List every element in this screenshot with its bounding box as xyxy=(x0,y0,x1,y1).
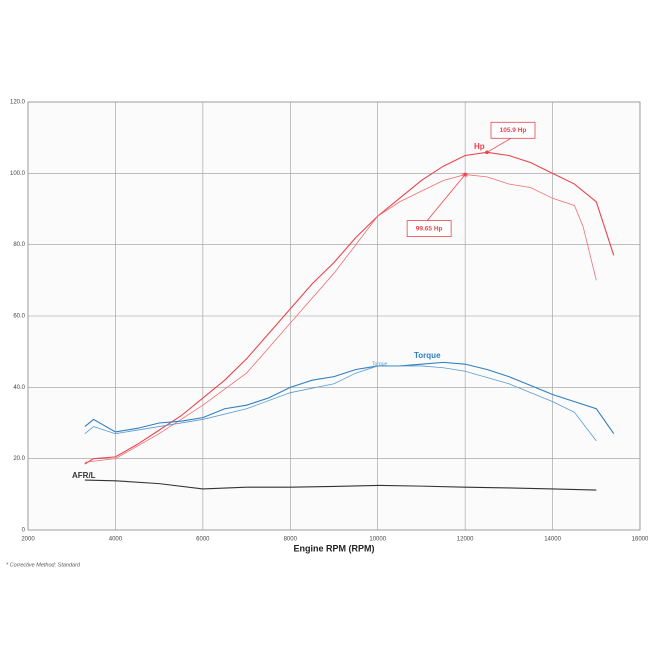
annotation-box xyxy=(406,220,452,237)
annotation-text: 99.65 Hp xyxy=(416,225,443,232)
annotation-arrow xyxy=(426,174,466,221)
annotation-point xyxy=(463,172,467,177)
series-line xyxy=(84,361,615,435)
series-line xyxy=(84,151,615,465)
annotation-text: 105.9 Hp xyxy=(500,127,527,134)
y-tick-label: 60.0 xyxy=(13,314,25,320)
annotation-arrow xyxy=(486,137,512,153)
series-line xyxy=(84,479,597,491)
y-tick-label: 120.0 xyxy=(10,100,26,106)
footnote: * Corrective Method: Standard xyxy=(6,562,81,568)
y-tick-label: 40.0 xyxy=(13,385,25,391)
y-tick-label: 0 xyxy=(22,528,26,534)
y-tick-label: 80.0 xyxy=(13,242,25,248)
y-tick-label: 20.0 xyxy=(13,456,25,462)
x-tick-label: 4000 xyxy=(109,537,123,543)
series-label: Torque xyxy=(372,361,388,367)
annotation-box xyxy=(490,121,536,139)
x-tick-label: 2000 xyxy=(21,537,35,543)
series-label: Hp xyxy=(474,142,485,151)
x-axis-title: Engine RPM (RPM) xyxy=(294,543,375,553)
x-tick-label: 14000 xyxy=(544,537,561,543)
series-line xyxy=(84,365,597,442)
series-line xyxy=(84,174,597,463)
y-tick-label: 100.0 xyxy=(10,171,26,177)
annotation-point xyxy=(485,150,489,155)
x-tick-label: 16000 xyxy=(632,537,649,543)
x-tick-label: 12000 xyxy=(457,537,474,543)
series-label: AFR/L xyxy=(72,471,96,480)
x-tick-label: 10000 xyxy=(369,537,386,543)
x-tick-label: 6000 xyxy=(196,537,210,543)
series-label: Torque xyxy=(414,351,441,360)
x-tick-label: 8000 xyxy=(284,537,298,543)
